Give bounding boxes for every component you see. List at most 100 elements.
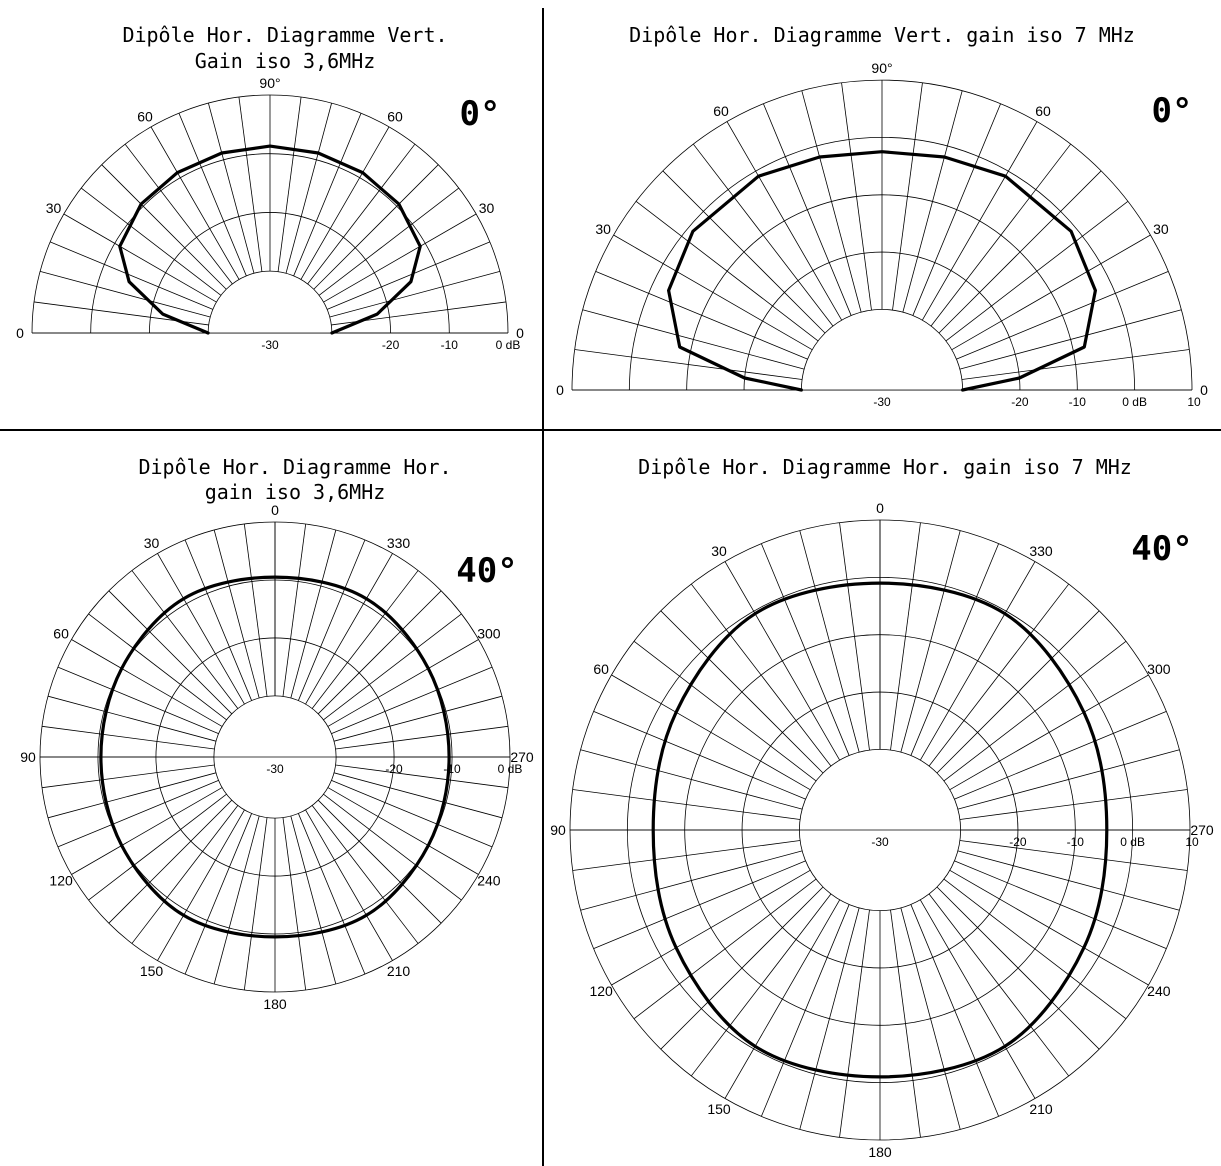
grid-spoke — [305, 809, 393, 961]
grid-spoke — [41, 725, 215, 750]
grid-spoke — [890, 522, 921, 751]
grid-spoke — [890, 909, 921, 1138]
grid-spoke — [954, 860, 1167, 950]
grid-spoke — [323, 613, 462, 721]
grid-spoke — [662, 170, 826, 334]
grid-spoke — [213, 815, 260, 985]
inner-hub — [800, 309, 964, 391]
grid-spoke — [902, 90, 963, 313]
angle-label: 120 — [49, 873, 73, 889]
grid-spoke — [912, 103, 1002, 316]
grid-spoke — [277, 96, 302, 272]
grid-spoke — [71, 787, 223, 875]
grid-spoke — [951, 234, 1151, 351]
grid-spoke — [660, 610, 824, 774]
angle-label: 90 — [20, 749, 36, 765]
grid-spoke — [900, 530, 961, 753]
grid-spoke — [839, 522, 870, 751]
grid-spoke — [930, 143, 1072, 327]
grid-spoke — [184, 539, 252, 701]
angle-label: 60 — [137, 108, 153, 124]
ring-label: -20 — [1009, 835, 1027, 849]
angle-label: 0 — [16, 325, 24, 341]
angle-label: 210 — [1029, 1101, 1053, 1117]
grid-spoke — [959, 309, 1182, 370]
angle-label: 180 — [263, 996, 287, 1012]
angle-label: 240 — [477, 873, 501, 889]
grid-spoke — [949, 674, 1149, 791]
grid-spoke — [150, 126, 240, 280]
grid-spoke — [243, 523, 268, 697]
grid-spoke — [213, 529, 260, 699]
ring-label: -20 — [385, 762, 403, 776]
grid-spoke — [331, 666, 493, 734]
grid-spoke — [331, 780, 493, 848]
grid-spoke — [285, 103, 332, 274]
grid-spoke — [80, 187, 222, 296]
angle-label: 0 — [556, 382, 564, 398]
grid-spoke — [298, 813, 366, 975]
grid-spoke — [157, 553, 245, 705]
ring-label: -20 — [1011, 395, 1029, 409]
angle-label: 60 — [387, 108, 403, 124]
grid-spoke — [910, 543, 1000, 756]
grid-spoke — [801, 90, 862, 313]
grid-spoke — [910, 904, 1000, 1117]
grid-spoke — [327, 639, 479, 727]
grid-spoke — [724, 561, 841, 761]
grid-spoke — [635, 200, 819, 342]
chart-title-line: Dipôle Hor. Diagramme Hor. — [138, 455, 451, 479]
grid-spoke — [282, 817, 307, 991]
grid-spoke — [293, 112, 362, 276]
ring-label: -30 — [871, 835, 889, 849]
grid-spoke — [919, 899, 1036, 1099]
grid-spoke — [63, 213, 217, 303]
angle-label: 300 — [1147, 661, 1171, 677]
grid-spoke — [724, 899, 841, 1099]
angle-label: 0 — [271, 502, 279, 518]
grid-spoke — [943, 640, 1127, 782]
angle-label: 0 — [1200, 382, 1208, 398]
grid-spoke — [936, 886, 1100, 1050]
grid-spoke — [327, 241, 491, 310]
grid-spoke — [298, 539, 366, 701]
grid-spoke — [184, 813, 252, 975]
grid-spoke — [335, 725, 509, 750]
angle-label: 150 — [140, 963, 164, 979]
grid-spoke — [760, 904, 850, 1117]
chart-title-line: Gain iso 3,6MHz — [195, 49, 376, 73]
grid-spoke — [282, 523, 307, 697]
grid-spoke — [311, 805, 419, 944]
grid-spoke — [957, 749, 1180, 810]
grid-spoke — [323, 213, 477, 303]
elevation-angle-label: 0° — [1152, 91, 1193, 131]
grid-spoke — [238, 96, 263, 272]
chart-title-line: gain iso 3,6MHz — [205, 480, 386, 504]
grid-spoke — [311, 570, 419, 709]
panel-vertical-3-6mhz: Dipôle Hor. Diagramme Vert.Gain iso 3,6M… — [16, 23, 524, 352]
elevation-angle-label: 40° — [1131, 529, 1192, 569]
grid-spoke — [124, 143, 233, 285]
grid-spoke — [101, 164, 227, 290]
grid-spoke — [760, 543, 850, 756]
grid-spoke — [611, 674, 811, 791]
grid-spoke — [108, 799, 233, 924]
grid-spoke — [131, 805, 239, 944]
angle-label: 210 — [387, 963, 411, 979]
ring-end-label: 10 — [1185, 835, 1199, 849]
grid-spoke — [841, 82, 872, 311]
grid-spoke — [957, 850, 1180, 911]
angle-label: 330 — [387, 535, 411, 551]
inner-hub — [207, 270, 333, 334]
grid-spoke — [956, 270, 1169, 360]
grid-spoke — [329, 271, 500, 318]
grid-spoke — [157, 809, 245, 961]
angle-label: 60 — [1035, 103, 1051, 119]
grid-spoke — [593, 710, 806, 800]
chart-title-line: Dipôle Hor. Diagramme Vert. — [122, 23, 447, 47]
grid-spoke — [307, 143, 416, 285]
ring-label: -10 — [1069, 395, 1087, 409]
chart-title-line: Dipôle Hor. Diagramme Vert. gain iso 7 M… — [629, 23, 1135, 47]
ring-label: 0 dB — [496, 338, 521, 352]
